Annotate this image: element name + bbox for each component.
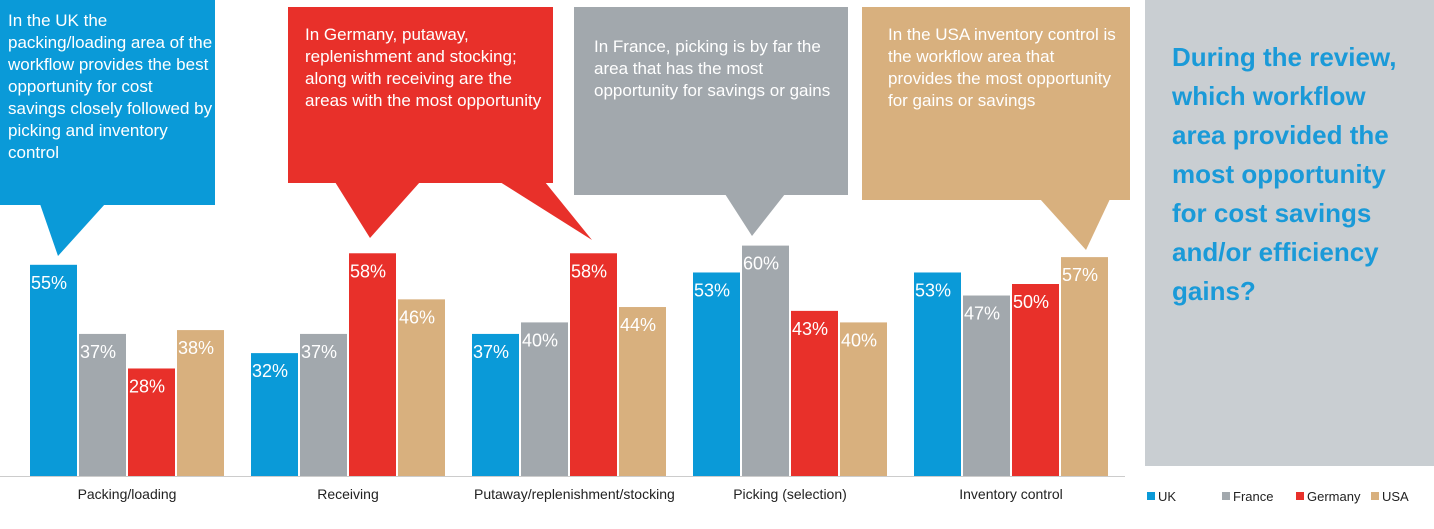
callout-text: In the USA inventory control is the work…	[888, 25, 1116, 110]
question-panel	[1145, 0, 1434, 466]
legend-swatch	[1147, 492, 1155, 500]
bar	[1012, 284, 1059, 476]
value-label: 38%	[178, 338, 214, 358]
value-label: 40%	[522, 330, 558, 350]
value-label: 47%	[964, 304, 1000, 324]
value-label: 46%	[399, 307, 435, 327]
bar	[398, 299, 445, 476]
value-label: 53%	[915, 280, 951, 300]
bar	[570, 253, 617, 476]
bar	[128, 368, 175, 476]
x-tick-label: Receiving	[317, 486, 379, 502]
callout-text: In the UK the packing/loading area of th…	[8, 11, 213, 162]
bar	[79, 333, 126, 476]
legend-label: Germany	[1307, 489, 1361, 504]
value-label: 44%	[620, 315, 656, 335]
x-tick-label: Picking (selection)	[733, 486, 847, 502]
value-label: 58%	[571, 261, 607, 281]
bar	[693, 272, 740, 476]
x-tick-label: Putaway/replenishment/stocking	[474, 486, 675, 502]
bar	[251, 353, 298, 476]
value-label: 50%	[1013, 292, 1049, 312]
callout-pointer	[335, 182, 420, 238]
bar	[791, 310, 838, 476]
callout-text: In Germany, putaway, replenishment and s…	[305, 25, 542, 110]
bar	[1061, 257, 1108, 476]
legend-label: USA	[1382, 489, 1409, 504]
value-label: 58%	[350, 261, 386, 281]
question: During the review, which workflow area p…	[1172, 42, 1397, 306]
callout-box	[288, 7, 553, 183]
legend-swatch	[1371, 492, 1379, 500]
x-tick-label: Packing/loading	[77, 486, 177, 502]
value-label: 37%	[80, 342, 116, 362]
value-label: 37%	[301, 342, 337, 362]
bar	[619, 307, 666, 476]
callout-text: In France, picking is by far the area th…	[594, 37, 831, 100]
x-tick-label: Inventory control	[959, 486, 1063, 502]
bar	[349, 253, 396, 476]
value-label: 57%	[1062, 265, 1098, 285]
callout-pointer	[1040, 199, 1110, 250]
bar	[963, 295, 1010, 476]
callout-pointer	[500, 182, 592, 240]
legend-label: UK	[1158, 489, 1176, 504]
callout-box	[0, 0, 215, 205]
bar	[840, 322, 887, 476]
callout-box	[862, 7, 1130, 200]
bar	[30, 264, 77, 476]
value-label: 60%	[743, 254, 779, 274]
callout-box	[574, 7, 848, 195]
callout-pointer	[40, 204, 105, 256]
legend-swatch	[1296, 492, 1304, 500]
callout-pointer	[725, 194, 785, 236]
bar	[300, 333, 347, 476]
value-label: 32%	[252, 361, 288, 381]
legend-label: France	[1233, 489, 1273, 504]
legend-swatch	[1222, 492, 1230, 500]
value-label: 37%	[473, 342, 509, 362]
bar	[914, 272, 961, 476]
bar	[742, 245, 789, 476]
bar	[521, 322, 568, 476]
value-label: 43%	[792, 319, 828, 339]
bar	[472, 333, 519, 476]
bar	[177, 330, 224, 476]
value-label: 53%	[694, 280, 730, 300]
value-label: 40%	[841, 330, 877, 350]
value-label: 28%	[129, 376, 165, 396]
value-label: 55%	[31, 273, 67, 293]
